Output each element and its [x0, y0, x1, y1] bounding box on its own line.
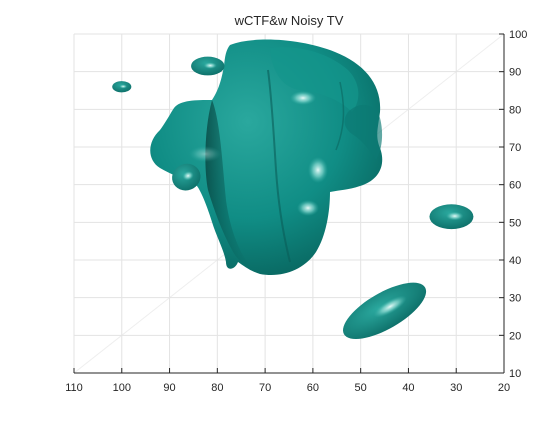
y-tick-label: 20 — [509, 330, 521, 342]
small-upper-left-blob — [112, 81, 132, 93]
x-tick-label: 20 — [498, 382, 510, 394]
top-ridge-lobe — [270, 47, 359, 112]
blob-highlight — [203, 62, 217, 69]
y-tick-label: 10 — [509, 368, 521, 380]
y-tick-label: 80 — [509, 104, 521, 116]
x-tick-label: 90 — [163, 382, 175, 394]
surface-shadow — [205, 100, 252, 268]
blob-layer — [112, 56, 474, 340]
y-tick-label: 70 — [509, 142, 521, 154]
x-tick-label: 80 — [211, 382, 223, 394]
main-surface-blob — [150, 39, 383, 276]
y-tick-label: 30 — [509, 293, 521, 305]
specular-highlight — [308, 157, 328, 183]
y-tick-label: 60 — [509, 180, 521, 192]
axes-layer — [74, 34, 505, 374]
right-ridge-lobe — [344, 104, 383, 160]
y-tick-label: 50 — [509, 217, 521, 229]
x-tick-label: 70 — [259, 382, 271, 394]
right-blob — [429, 204, 474, 230]
small-left-blob — [172, 163, 201, 191]
ticks-layer: 110 100 90 80 70 60 50 40 30 20 10 20 30 40 50 60 70 80 90… — [65, 29, 527, 394]
surface-crease-2 — [335, 81, 345, 151]
x-tick-label: 50 — [355, 382, 367, 394]
x-tick-label: 100 — [113, 382, 131, 394]
x-tick-label: 40 — [402, 382, 414, 394]
upper-left-lobe-blob — [191, 56, 225, 76]
specular-highlight — [297, 200, 319, 216]
y-tick-label: 90 — [509, 67, 521, 79]
surface-layer — [112, 39, 474, 340]
x-tick-label: 60 — [307, 382, 319, 394]
specular-highlight — [290, 91, 316, 105]
x-tick-label: 110 — [65, 382, 83, 394]
blob-highlight — [182, 171, 194, 181]
specular-highlight — [189, 146, 221, 162]
blob-highlight — [373, 295, 407, 318]
chart-title: wCTF&w Noisy TV — [234, 13, 344, 28]
x-tick-label: 30 — [450, 382, 462, 394]
surface-crease — [267, 69, 291, 263]
y-tick-label: 100 — [509, 29, 527, 41]
lower-right-blob — [343, 282, 427, 340]
blob-highlight — [119, 84, 128, 89]
y-tick-label: 40 — [509, 255, 521, 267]
blob-highlight — [445, 211, 464, 221]
